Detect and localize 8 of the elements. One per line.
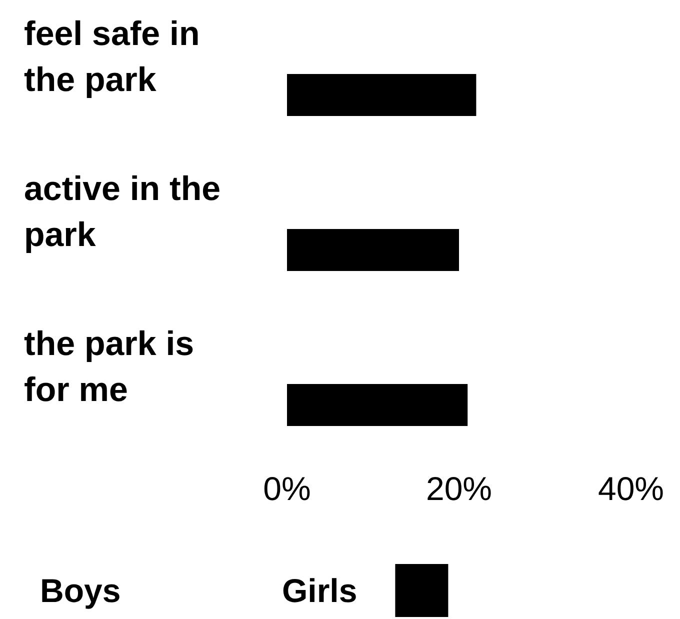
legend-label: Girls bbox=[282, 572, 358, 609]
y-tick-label: active in the park bbox=[24, 170, 221, 254]
y-tick-label: the park is for me bbox=[24, 325, 194, 409]
x-tick-label: 20% bbox=[426, 470, 492, 507]
x-tick-label: 0% bbox=[263, 470, 311, 507]
y-tick-label: feel safe in the park bbox=[24, 15, 200, 99]
x-tick-label: 40% bbox=[598, 470, 664, 507]
text: Boys bbox=[40, 572, 121, 609]
